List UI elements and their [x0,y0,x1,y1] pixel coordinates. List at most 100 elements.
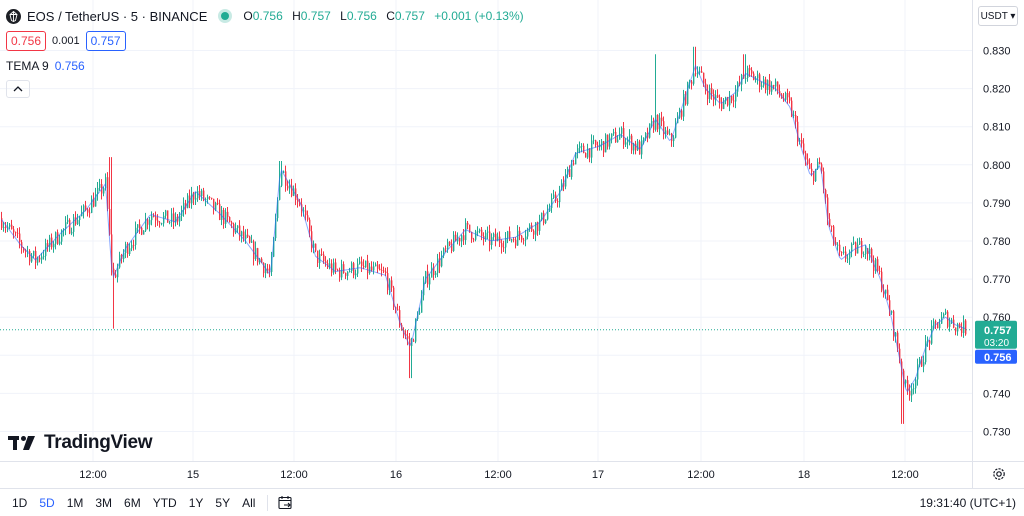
chevron-up-icon [13,86,23,92]
candle-body [163,215,165,224]
range-6m[interactable]: 6M [124,495,141,510]
candle-body [13,229,15,233]
candle-body [911,388,913,396]
candle-body [773,84,775,87]
candle-body [169,221,171,223]
candle-body [41,256,43,260]
range-1m[interactable]: 1M [66,495,84,510]
currency-button[interactable]: USDT ▾ [978,6,1018,26]
candle-body [289,185,291,189]
candle-body [801,140,803,144]
candle-body [527,228,529,237]
indicator-row[interactable]: TEMA 9 0.756 [6,59,530,73]
candle-body [167,210,169,223]
candle-body [933,321,935,326]
time-tick-label: 12:00 [79,469,107,481]
candle-body [959,323,961,328]
candle-body [377,264,379,269]
candle-body [393,287,395,307]
candle-body [961,327,963,333]
candle-body [809,163,811,169]
candle-body [219,203,221,220]
symbol-title[interactable]: EOS / TetherUS · 5 · BINANCE [27,8,208,24]
candle-body [545,219,547,224]
candle-body [621,128,623,134]
candle-body [751,70,753,74]
candle-body [663,121,665,135]
candle-body [559,190,561,203]
candle-body [823,171,825,190]
candle-body [213,198,215,210]
indicator-name[interactable]: TEMA 9 [6,59,49,73]
candle-body [833,226,835,243]
candle-body [717,95,719,98]
candle-body [157,220,159,223]
candle-body [371,266,373,271]
candle-body [175,216,177,223]
candle-body [749,68,751,71]
candle-body [463,235,465,241]
ohlc-high-label: H [292,9,301,23]
sell-button[interactable]: 0.756 [6,31,47,51]
range-ytd[interactable]: YTD [152,495,177,510]
candle-body [397,309,399,311]
candle-body [943,313,945,317]
candle-body [915,379,917,389]
buy-button[interactable]: 0.757 [85,31,126,51]
range-1d[interactable]: 1D [12,495,28,510]
collapse-legend-button[interactable] [6,80,30,98]
candle-body [843,251,845,253]
candle-body [201,190,203,197]
time-axis: 12:00 15 12:00 16 12:00 17 12:00 18 12:00 [0,461,1024,481]
candle-body [245,234,247,239]
price-chart[interactable]: 0.7300.7400.7500.7600.7700.7800.7900.800… [0,0,1024,488]
tradingview-wordmark: TradingView [44,432,153,453]
candle-body [127,244,129,255]
range-3m[interactable]: 3M [95,495,113,510]
candle-body [47,243,49,247]
candle-body [685,93,687,105]
candle-body [561,182,563,191]
price-tick-label: 0.830 [983,46,1011,58]
candle-body [429,277,431,285]
range-1y[interactable]: 1Y [188,495,204,510]
candle-body [887,289,889,301]
tradingview-logo[interactable]: TradingView [8,432,153,454]
clock-timezone[interactable]: 19:31:40 (UTC+1) [919,495,1016,510]
candle-body [669,133,671,135]
market-open-icon [221,12,230,20]
candle-body [477,231,479,233]
candle-body [569,169,571,177]
candle-body [891,311,893,313]
gear-icon[interactable] [991,466,1007,482]
candle-body [835,242,837,246]
candle-body [673,137,675,142]
candle-body [529,225,531,229]
candle-body [839,244,841,253]
candle-body [691,81,693,84]
candle-body [493,233,495,238]
range-5d[interactable]: 5D [39,495,55,510]
candle-body [643,137,645,141]
range-5y[interactable]: 5Y [215,495,231,510]
candle-body [707,91,709,99]
candle-body [865,248,867,255]
candle-body [63,229,65,231]
candle-body [465,222,467,241]
go-to-date-icon[interactable] [276,494,296,512]
candle-body [361,261,363,266]
candle-body [487,231,489,233]
candle-body [585,153,587,158]
candle-body [869,248,871,255]
candle-body [811,168,813,172]
candle-body [497,236,499,242]
candle-body [645,132,647,138]
last-price-badge [975,320,1017,349]
candle-body [793,114,795,116]
candle-body [239,225,241,237]
candle-body [123,252,125,259]
range-all[interactable]: All [242,495,256,510]
candle-body [795,114,797,122]
candle-body [729,95,731,106]
candle-body [625,142,627,145]
